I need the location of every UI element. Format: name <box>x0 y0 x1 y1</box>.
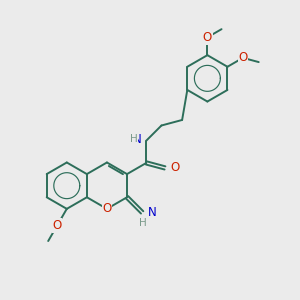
Text: O: O <box>203 31 212 44</box>
Text: H: H <box>130 134 138 144</box>
Text: O: O <box>52 219 62 232</box>
Text: H: H <box>139 218 147 228</box>
Text: O: O <box>238 51 248 64</box>
Text: O: O <box>102 202 112 215</box>
Text: O: O <box>170 161 180 174</box>
Text: N: N <box>148 206 156 219</box>
Text: N: N <box>133 133 142 146</box>
